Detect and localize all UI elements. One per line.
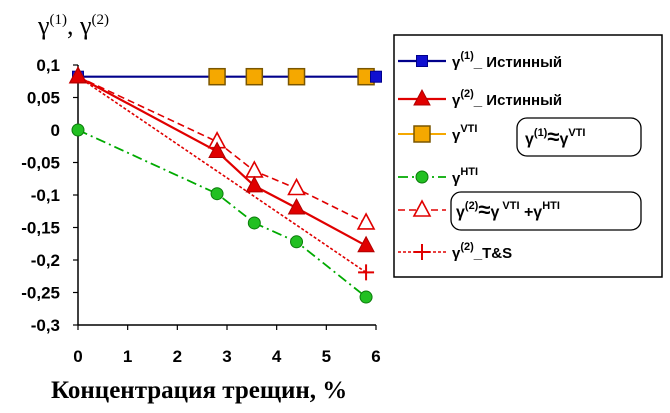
legend-swatch-marker xyxy=(415,170,429,184)
x-tick-label: 3 xyxy=(222,347,231,366)
legend-swatch-marker xyxy=(413,88,431,106)
series-line-1 xyxy=(77,75,367,247)
y-tick-label: 0,1 xyxy=(36,56,60,75)
x-tick-label: 5 xyxy=(322,347,331,366)
y-tick-label: -0,1 xyxy=(31,186,60,205)
y-tick-label: -0,25 xyxy=(21,284,60,303)
series-3-point xyxy=(210,187,224,201)
annotation-box-approx xyxy=(450,191,642,231)
legend-label-4: γ(2)≈γ VTI +γHTI xyxy=(456,197,560,222)
x-tick-label: 0 xyxy=(73,347,82,366)
series-1-point xyxy=(208,141,226,158)
y-tick-label: 0,05 xyxy=(27,89,60,108)
series-2-point xyxy=(287,67,306,86)
legend-swatch-marker xyxy=(412,199,432,217)
annotation-vti: γ(1)≈γVTI xyxy=(525,124,585,149)
y-axis-title-sup1: (1) xyxy=(50,12,68,28)
y-tick-label: -0,3 xyxy=(31,316,60,335)
series-2-point xyxy=(245,67,264,86)
series-3-point xyxy=(71,123,85,137)
series-0-point xyxy=(370,70,382,83)
series-1-point xyxy=(245,175,264,193)
tick-labels: 0,1 0,05 0 -0,05 -0,1 -0,15 -0,2 -0,25 -0,3 0 1 2 3 4… xyxy=(21,56,380,366)
y-tick-label: -0,05 xyxy=(21,154,60,173)
x-tick-label: 2 xyxy=(173,347,182,366)
y-axis-title-sup2: (2) xyxy=(92,12,110,28)
series-3-point xyxy=(359,290,373,304)
y-axis-title: γ(1), γ(2) xyxy=(37,11,109,40)
x-axis-title: Концентрация трещин, % xyxy=(51,377,347,404)
series-1-point xyxy=(287,197,306,215)
legend-label-2: γVTI xyxy=(452,123,477,144)
series-line-5 xyxy=(77,76,367,274)
series-4-point xyxy=(356,212,376,230)
legend-swatch-marker xyxy=(413,125,431,143)
legend: γ(1)_ Истинный γ(2)_ Истинный γVTI γHTI γ(2)… xyxy=(393,34,663,278)
x-tick-label: 4 xyxy=(272,347,282,366)
y-tick-label: -0,15 xyxy=(21,219,60,238)
series-3-point xyxy=(290,235,304,249)
x-tick-label: 1 xyxy=(123,347,132,366)
x-tick-label: 6 xyxy=(371,347,380,366)
series-2-point xyxy=(208,67,226,86)
legend-label-3: γHTI xyxy=(452,166,478,187)
series-3-point xyxy=(247,216,261,230)
series-1-point xyxy=(357,235,375,253)
series-1-point xyxy=(69,66,87,84)
series-4-point xyxy=(244,160,264,178)
series-5-point xyxy=(358,264,375,281)
legend-label-5: γ(2)_T&S xyxy=(452,241,512,262)
series-4-point xyxy=(287,177,306,196)
legend-label-0: γ(1)_ Истинный xyxy=(452,50,562,71)
plot-area xyxy=(68,64,382,330)
y-tick-label: 0 xyxy=(51,121,60,140)
annotation-box-vti xyxy=(516,117,642,157)
legend-swatch-marker xyxy=(414,244,430,260)
legend-label-1: γ(2)_ Истинный xyxy=(452,88,562,109)
legend-swatch-marker xyxy=(416,55,428,67)
y-tick-label: -0,2 xyxy=(31,251,60,270)
